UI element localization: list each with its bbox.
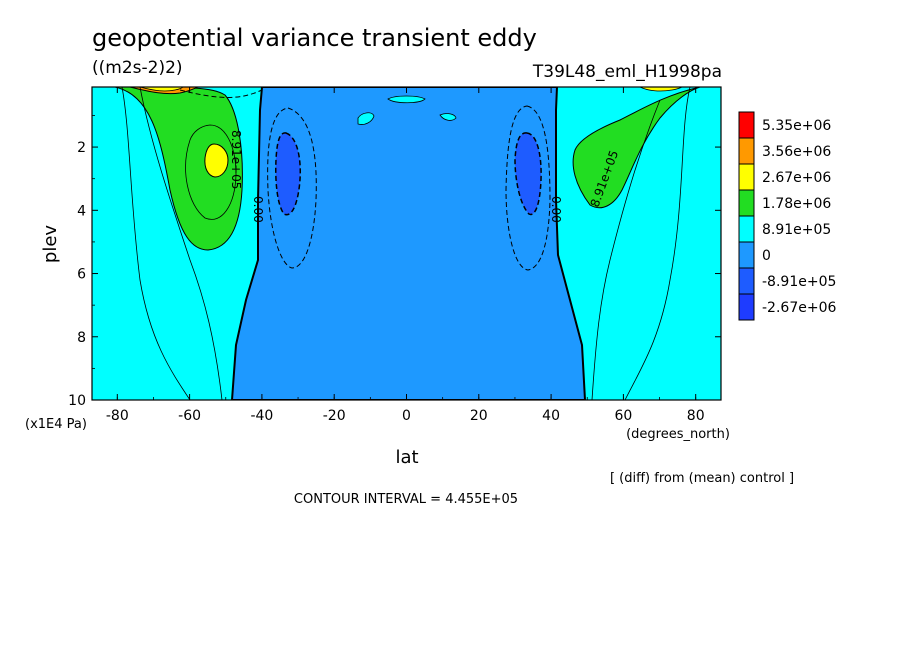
x-axis: -80 -60 -40 -20 0 20 40 60 80 <box>106 87 705 424</box>
contour-line-north-outer2 <box>591 99 661 400</box>
contour-line-south-outer <box>121 87 191 400</box>
y-axis: 2 4 6 8 10 <box>68 115 721 409</box>
x-tick-label: 40 <box>542 408 560 424</box>
x-tick-label: -80 <box>106 408 129 424</box>
legend-swatch <box>738 137 755 165</box>
negative-core-south <box>275 132 301 216</box>
plot-area: 8.91e+05 0.00 0.00 8.91e+05 <box>91 86 722 401</box>
color-legend: 5.35e+06 3.56e+06 2.67e+06 1.78e+06 8.91e+05… <box>738 111 836 321</box>
positive-region-north <box>572 87 701 209</box>
legend-swatch <box>738 215 755 243</box>
chart-units: ((m2s-2)2) <box>92 58 183 78</box>
x-tick-label: -60 <box>178 408 201 424</box>
x-tick-label: 20 <box>470 408 488 424</box>
cell-top-center <box>387 95 426 104</box>
contour-interval: CONTOUR INTERVAL = 4.455E+05 <box>294 492 518 507</box>
legend-swatch <box>738 241 755 269</box>
contour-label-south-zero: 0.00 <box>251 196 265 223</box>
negative-core-north <box>514 132 542 216</box>
legend-label: 8.91e+05 <box>762 222 831 238</box>
top-dashed-line <box>179 89 263 98</box>
x-tick-label: 80 <box>687 408 705 424</box>
y-tick-label: 10 <box>68 393 86 409</box>
contour-label-north-zero: 0.00 <box>549 196 563 223</box>
legend-swatch <box>738 163 755 191</box>
positive-region-south <box>114 87 243 251</box>
contour-label-south-positive: 8.91e+05 <box>229 130 243 189</box>
negative-region-center <box>230 87 587 400</box>
negative-contour-south <box>267 107 317 269</box>
legend-swatch <box>738 111 755 139</box>
legend-swatch <box>738 267 755 295</box>
legend-swatch <box>738 189 755 217</box>
x-tick-label: 0 <box>402 408 411 424</box>
diff-note: [ (diff) from (mean) control ] <box>610 471 794 486</box>
legend-swatch <box>738 293 755 321</box>
negative-contour-north <box>505 105 551 271</box>
cell-right <box>439 113 457 121</box>
legend-label: -8.91e+05 <box>762 274 836 290</box>
legend-label: 5.35e+06 <box>762 118 831 134</box>
cell-left <box>357 112 375 125</box>
x-axis-units: (degrees_north) <box>626 427 730 442</box>
legend-label: 1.78e+06 <box>762 196 831 212</box>
y-tick-label: 8 <box>77 330 86 346</box>
x-tick-label: -40 <box>250 408 273 424</box>
y-tick-label: 6 <box>77 267 86 283</box>
chart-title: geopotential variance transient eddy <box>92 24 537 52</box>
y-axis-units: (x1E4 Pa) <box>25 417 87 432</box>
positive-max-south <box>204 143 229 178</box>
positive-contour-south-inner <box>185 124 237 220</box>
contour-line-north-outer <box>624 87 691 400</box>
y-tick-label: 4 <box>77 203 86 219</box>
x-tick-label: 60 <box>614 408 632 424</box>
y-tick-label: 2 <box>77 140 86 156</box>
contour-line-south-outer2 <box>139 87 223 400</box>
x-axis-label: lat <box>395 447 418 468</box>
legend-label: 0 <box>762 248 771 264</box>
legend-label: 2.67e+06 <box>762 170 831 186</box>
legend-label: -2.67e+06 <box>762 300 836 316</box>
run-label: T39L48_eml_H1998pa <box>532 62 722 82</box>
y-axis-label: plev <box>40 225 61 264</box>
legend-label: 3.56e+06 <box>762 144 831 160</box>
x-tick-label: -20 <box>323 408 346 424</box>
